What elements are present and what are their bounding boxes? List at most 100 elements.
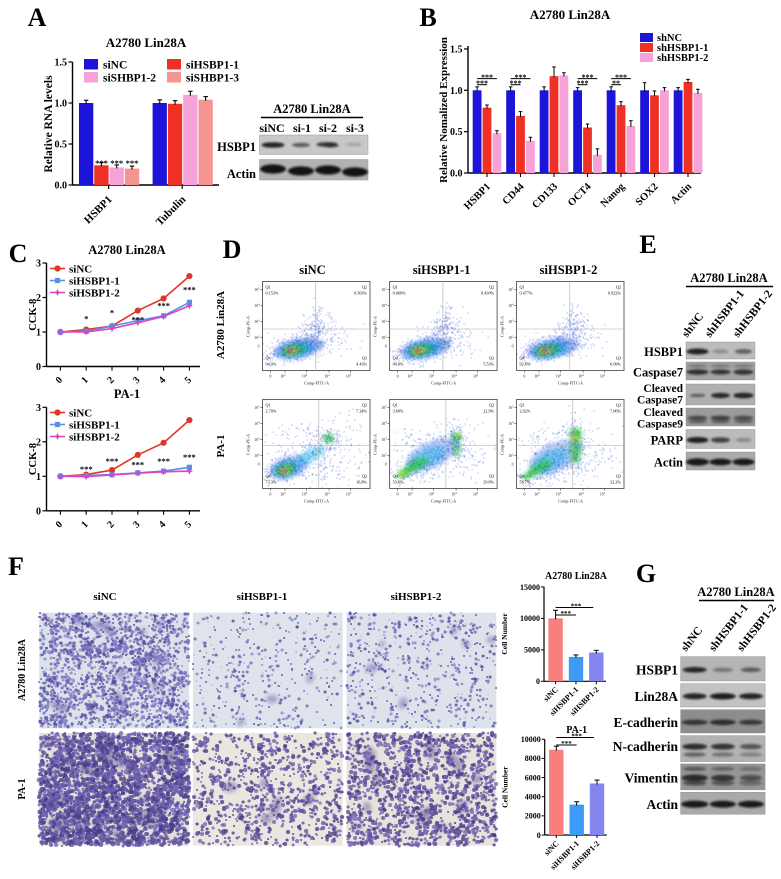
svg-text:Comp-FITC-A: Comp-FITC-A bbox=[304, 381, 329, 386]
svg-text:2: 2 bbox=[36, 437, 41, 448]
svg-text:F: F bbox=[8, 552, 24, 581]
svg-text:3: 3 bbox=[131, 519, 142, 530]
svg-text:shNC: shNC bbox=[657, 33, 682, 44]
svg-text:102: 102 bbox=[381, 454, 387, 459]
svg-text:***: *** bbox=[80, 464, 93, 474]
svg-text:HSBP1: HSBP1 bbox=[644, 345, 683, 359]
svg-text:siHSBP1-2: siHSBP1-2 bbox=[69, 432, 120, 444]
svg-text:HSBP1: HSBP1 bbox=[217, 140, 256, 154]
svg-text:1: 1 bbox=[36, 328, 41, 339]
svg-text:0: 0 bbox=[512, 463, 514, 467]
svg-text:Comp-PE-A: Comp-PE-A bbox=[373, 434, 378, 455]
svg-text:103: 103 bbox=[381, 320, 387, 325]
svg-text:E-cadherin: E-cadherin bbox=[613, 715, 678, 730]
svg-text:***: *** bbox=[571, 733, 582, 741]
svg-text:Q3: Q3 bbox=[362, 474, 367, 479]
svg-text:0: 0 bbox=[512, 345, 514, 349]
svg-text:A2780 Lin28A: A2780 Lin28A bbox=[273, 102, 350, 116]
svg-text:92.6%: 92.6% bbox=[520, 362, 531, 367]
svg-text:94.0%: 94.0% bbox=[393, 362, 404, 367]
svg-text:si-1: si-1 bbox=[293, 121, 311, 135]
svg-text:Q4: Q4 bbox=[393, 356, 399, 361]
svg-text:103: 103 bbox=[508, 438, 514, 443]
svg-text:*: * bbox=[110, 307, 114, 317]
svg-text:0: 0 bbox=[524, 375, 526, 379]
svg-text:***: *** bbox=[481, 73, 493, 82]
svg-text:102: 102 bbox=[534, 374, 540, 379]
svg-text:Q4: Q4 bbox=[520, 474, 526, 479]
svg-text:0.153%: 0.153% bbox=[266, 291, 279, 296]
svg-text:12.9%: 12.9% bbox=[483, 409, 494, 414]
svg-text:siHSBP1-2: siHSBP1-2 bbox=[391, 591, 442, 603]
svg-text:104: 104 bbox=[508, 422, 514, 427]
svg-text:Q4: Q4 bbox=[266, 356, 272, 361]
svg-text:Q2: Q2 bbox=[362, 285, 367, 290]
svg-text:0: 0 bbox=[36, 362, 41, 373]
svg-text:0.430%: 0.430% bbox=[481, 291, 494, 296]
svg-text:C: C bbox=[9, 239, 28, 268]
svg-text:***: *** bbox=[110, 158, 123, 168]
svg-text:PA-1: PA-1 bbox=[215, 434, 227, 457]
svg-text:105: 105 bbox=[473, 374, 479, 379]
svg-text:Q3: Q3 bbox=[362, 356, 367, 361]
svg-text:103: 103 bbox=[254, 320, 260, 325]
svg-text:0.822%: 0.822% bbox=[608, 291, 621, 296]
svg-text:A2780 Lin28A: A2780 Lin28A bbox=[690, 271, 767, 285]
svg-text:**: ** bbox=[612, 79, 620, 88]
svg-text:***: *** bbox=[582, 73, 594, 82]
svg-text:Q1: Q1 bbox=[520, 403, 525, 408]
svg-text:***: *** bbox=[515, 73, 527, 82]
svg-text:Q4: Q4 bbox=[393, 474, 399, 479]
svg-text:105: 105 bbox=[600, 374, 606, 379]
svg-text:7.06%: 7.06% bbox=[610, 409, 621, 414]
svg-text:0.069%: 0.069% bbox=[393, 291, 406, 296]
svg-text:104: 104 bbox=[324, 492, 330, 497]
svg-text:siNC: siNC bbox=[299, 263, 325, 277]
svg-text:102: 102 bbox=[280, 492, 286, 497]
svg-text:3: 3 bbox=[36, 259, 41, 270]
svg-text:103: 103 bbox=[556, 492, 562, 497]
svg-text:N-cadherin: N-cadherin bbox=[613, 739, 679, 754]
svg-text:G: G bbox=[636, 559, 656, 588]
svg-text:104: 104 bbox=[324, 374, 330, 379]
svg-text:0: 0 bbox=[385, 345, 387, 349]
svg-text:1: 1 bbox=[80, 519, 91, 530]
svg-text:10000: 10000 bbox=[521, 735, 541, 744]
svg-text:103: 103 bbox=[556, 374, 562, 379]
svg-text:103: 103 bbox=[302, 374, 308, 379]
svg-text:Comp-FITC-A: Comp-FITC-A bbox=[431, 499, 456, 504]
svg-text:58.7%: 58.7% bbox=[520, 480, 531, 485]
svg-text:Comp-PE-A: Comp-PE-A bbox=[246, 316, 251, 337]
svg-text:0.0: 0.0 bbox=[55, 181, 68, 192]
svg-text:Comp-PE-A: Comp-PE-A bbox=[373, 316, 378, 337]
svg-text:102: 102 bbox=[280, 374, 286, 379]
svg-text:Q4: Q4 bbox=[520, 356, 526, 361]
svg-text:10000: 10000 bbox=[520, 614, 540, 623]
svg-text:0: 0 bbox=[36, 506, 41, 517]
svg-text:Vimentin: Vimentin bbox=[625, 770, 679, 785]
svg-text:2.70%: 2.70% bbox=[266, 409, 277, 414]
svg-text:***: *** bbox=[561, 610, 572, 618]
svg-text:A2780 Lin28A: A2780 Lin28A bbox=[530, 7, 611, 22]
svg-text:4: 4 bbox=[157, 519, 168, 530]
svg-text:105: 105 bbox=[254, 406, 260, 411]
svg-text:104: 104 bbox=[578, 374, 584, 379]
svg-text:105: 105 bbox=[600, 492, 606, 497]
svg-text:HSBP1: HSBP1 bbox=[636, 662, 678, 677]
svg-text:Q1: Q1 bbox=[266, 285, 271, 290]
svg-text:94.9%: 94.9% bbox=[266, 362, 277, 367]
svg-text:1: 1 bbox=[80, 375, 91, 386]
svg-text:siHSBP1-2: siHSBP1-2 bbox=[69, 288, 120, 300]
svg-text:105: 105 bbox=[508, 288, 514, 293]
svg-text:***: *** bbox=[571, 603, 582, 611]
svg-text:***: *** bbox=[561, 740, 572, 748]
svg-text:Cell Number: Cell Number bbox=[501, 766, 510, 808]
svg-text:Comp-FITC-A: Comp-FITC-A bbox=[558, 381, 583, 386]
svg-text:4000: 4000 bbox=[525, 793, 541, 802]
svg-text:103: 103 bbox=[254, 438, 260, 443]
svg-text:2: 2 bbox=[36, 293, 41, 304]
svg-text:104: 104 bbox=[451, 374, 457, 379]
svg-text:2000: 2000 bbox=[525, 812, 541, 821]
svg-text:102: 102 bbox=[254, 454, 260, 459]
svg-text:siSHBP1-2: siSHBP1-2 bbox=[103, 73, 156, 85]
